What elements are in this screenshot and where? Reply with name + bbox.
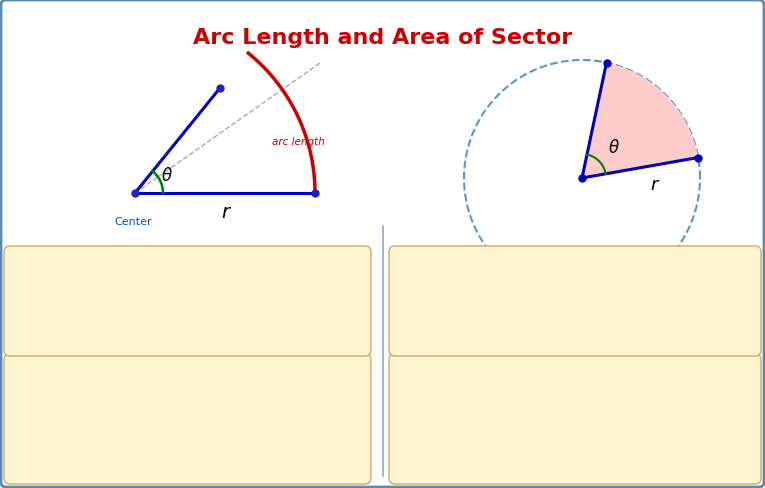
Text: $r$: $r$: [649, 175, 660, 193]
FancyBboxPatch shape: [4, 354, 371, 484]
Text: arc length: arc length: [65, 313, 152, 328]
Text: If  $\theta$  is measured in radians then: If $\theta$ is measured in radians then: [28, 269, 258, 284]
FancyBboxPatch shape: [389, 246, 761, 356]
Text: $\theta$: $\theta$: [608, 139, 620, 157]
Text: $r$: $r$: [222, 202, 233, 221]
Text: arc length: arc length: [272, 137, 325, 147]
Text: arc length: arc length: [32, 425, 119, 440]
Text: If  $\theta$  is measured in radians then: If $\theta$ is measured in radians then: [413, 269, 643, 284]
Text: area of sector: area of sector: [410, 313, 529, 328]
Text: $= \theta r$: $= \theta r$: [172, 311, 212, 329]
Wedge shape: [582, 63, 698, 179]
Text: Center: Center: [114, 217, 151, 226]
FancyBboxPatch shape: [4, 246, 371, 356]
Text: If  $\theta$  is measured in degrees then: If $\theta$ is measured in degrees then: [28, 376, 262, 394]
Text: Arc Length and Area of Sector: Arc Length and Area of Sector: [193, 28, 572, 48]
FancyBboxPatch shape: [389, 354, 761, 484]
Text: $=\dfrac{1}{2}r^2\theta$: $=\dfrac{1}{2}r^2\theta$: [560, 303, 620, 338]
Text: If  $\theta$  is measured in degrees then: If $\theta$ is measured in degrees then: [413, 376, 648, 394]
Text: $\theta$: $\theta$: [161, 167, 173, 184]
Text: $=\dfrac{\theta}{360^\circ}\times 2\pi r$: $=\dfrac{\theta}{360^\circ}\times 2\pi r…: [140, 414, 257, 450]
Text: area of sector: area of sector: [410, 425, 529, 440]
Text: $=\dfrac{\theta}{360^\circ}\times \pi r^2$: $=\dfrac{\theta}{360^\circ}\times \pi r^…: [557, 414, 670, 450]
